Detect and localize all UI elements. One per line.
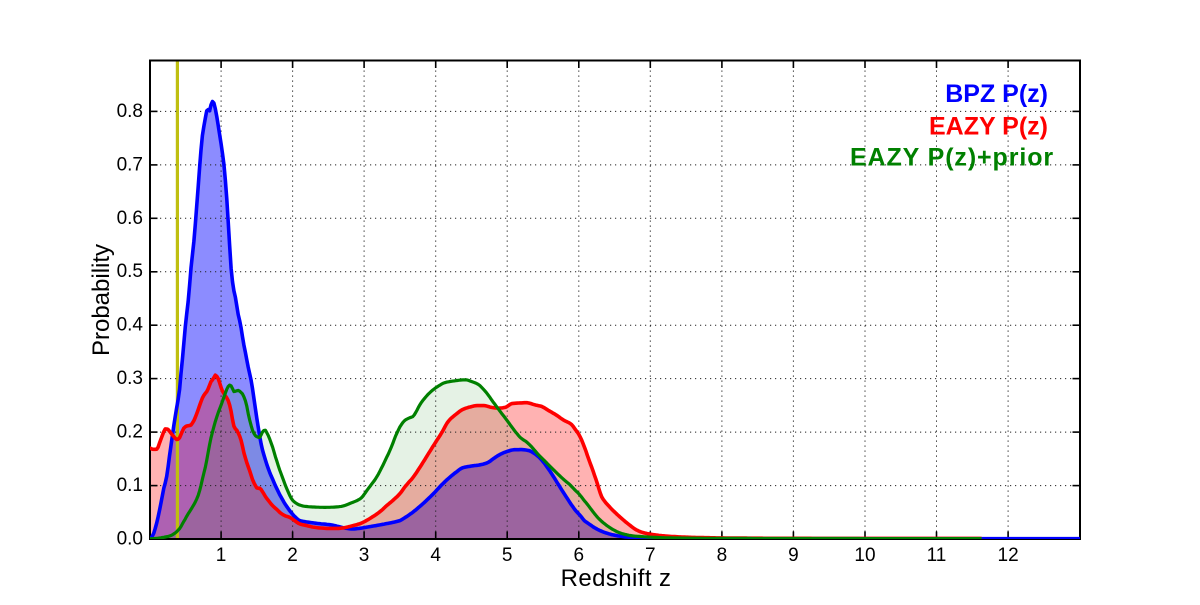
svg-text:0.1: 0.1 — [117, 475, 143, 496]
svg-text:12: 12 — [998, 545, 1019, 566]
svg-text:6: 6 — [574, 545, 585, 566]
svg-text:0.2: 0.2 — [117, 422, 143, 443]
svg-text:7: 7 — [645, 545, 656, 566]
svg-text:Redshift z: Redshift z — [561, 565, 672, 592]
svg-text:8: 8 — [717, 545, 728, 566]
svg-text:0.3: 0.3 — [117, 368, 143, 389]
svg-text:0.6: 0.6 — [117, 208, 143, 229]
svg-text:0.0: 0.0 — [117, 529, 143, 550]
svg-text:9: 9 — [788, 545, 799, 566]
svg-text:EAZY P(z)+prior: EAZY P(z)+prior — [850, 144, 1054, 172]
svg-text:3: 3 — [359, 545, 370, 566]
svg-text:0.4: 0.4 — [117, 315, 144, 336]
svg-text:11: 11 — [927, 545, 947, 566]
svg-text:EAZY P(z): EAZY P(z) — [929, 113, 1048, 141]
svg-text:0.7: 0.7 — [117, 154, 143, 175]
svg-text:10: 10 — [854, 545, 875, 566]
svg-text:2: 2 — [287, 545, 298, 566]
svg-text:4: 4 — [430, 545, 441, 566]
svg-text:BPZ P(z): BPZ P(z) — [945, 80, 1048, 108]
svg-text:0.5: 0.5 — [117, 261, 143, 282]
svg-text:5: 5 — [502, 545, 513, 566]
svg-text:0.8: 0.8 — [117, 101, 143, 122]
svg-text:1: 1 — [216, 545, 227, 566]
svg-text:Probability: Probability — [88, 244, 115, 356]
